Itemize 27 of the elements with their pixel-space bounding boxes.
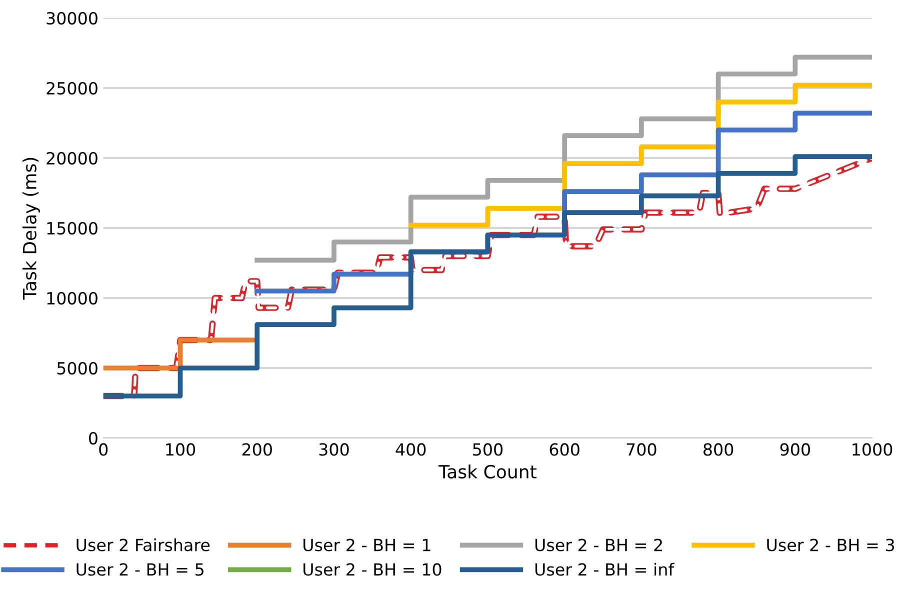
y-axis-title: Task Delay (ms) bbox=[22, 158, 40, 300]
x-tick-label: 0 bbox=[99, 443, 108, 456]
y-tick-label: 20000 bbox=[46, 152, 98, 165]
x-axis-title: Task Count bbox=[438, 464, 536, 479]
legend-label: User 2 - BH = 5 bbox=[76, 563, 204, 576]
legend-label: User 2 - BH = 1 bbox=[304, 538, 430, 552]
x-tick-label: 100 bbox=[166, 443, 196, 456]
legend-label: User 2 - BH = inf bbox=[535, 562, 674, 576]
x-tick-label: 500 bbox=[473, 443, 503, 456]
y-tick-label: 5000 bbox=[57, 362, 98, 375]
x-tick-label: 200 bbox=[242, 443, 272, 456]
x-tick-label: 700 bbox=[626, 443, 656, 456]
y-tick-label: 0 bbox=[89, 432, 98, 445]
x-tick-label: 1000 bbox=[852, 443, 892, 456]
x-tick-label: 400 bbox=[396, 443, 426, 456]
y-tick-label: 30000 bbox=[46, 12, 98, 25]
x-tick-label: 600 bbox=[550, 443, 580, 456]
legend-label: User 2 - BH = 10 bbox=[304, 563, 442, 576]
y-tick-label: 15000 bbox=[47, 222, 98, 235]
x-tick-label: 300 bbox=[319, 443, 349, 456]
y-tick-label: 10000 bbox=[47, 292, 98, 305]
x-tick-label: 800 bbox=[704, 443, 734, 456]
legend-label: User 2 Fairshare bbox=[76, 538, 210, 552]
legend-label: User 2 - BH = 3 bbox=[767, 538, 894, 552]
legend-label: User 2 - BH = 2 bbox=[535, 538, 662, 552]
y-tick-label: 25000 bbox=[46, 82, 98, 95]
x-tick-label: 900 bbox=[780, 443, 810, 456]
